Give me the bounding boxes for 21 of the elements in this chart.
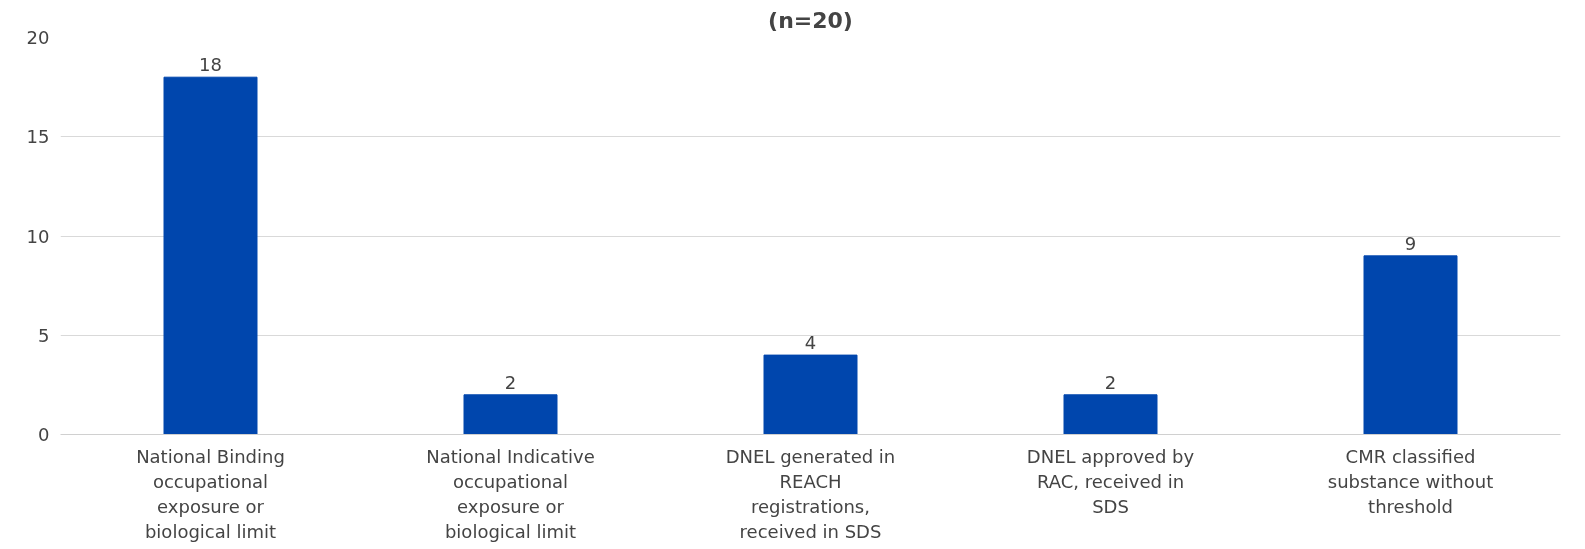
y-tick-label: 15: [26, 126, 50, 148]
x-tick-label: National Indicative occupational exposure or biological limit: [426, 445, 595, 543]
x-tick-label: CMR classified substance without threshold: [1327, 445, 1494, 517]
y-tick-label: 0: [38, 424, 50, 445]
bar: [1063, 394, 1158, 435]
data-label: 18: [199, 54, 222, 76]
data-label: 2: [504, 371, 517, 393]
x-tick-label: DNEL generated in REACH registrations, received in SDS: [725, 445, 896, 543]
bar: [163, 76, 258, 435]
y-tick-label: 10: [26, 225, 50, 247]
bar: [1363, 255, 1458, 435]
bar: [463, 394, 558, 435]
bar: [763, 354, 858, 435]
x-tick-label: National Binding occupational exposure or biological limit: [136, 445, 285, 543]
data-label: 4: [804, 332, 817, 354]
chart-title: (n=20): [768, 7, 853, 33]
data-label: 2: [1104, 371, 1117, 393]
x-tick-label: DNEL approved by RAC, received in SDS: [1026, 445, 1195, 517]
y-tick-label: 20: [26, 27, 50, 48]
data-label: 9: [1404, 232, 1417, 254]
y-tick-label: 5: [38, 324, 50, 346]
